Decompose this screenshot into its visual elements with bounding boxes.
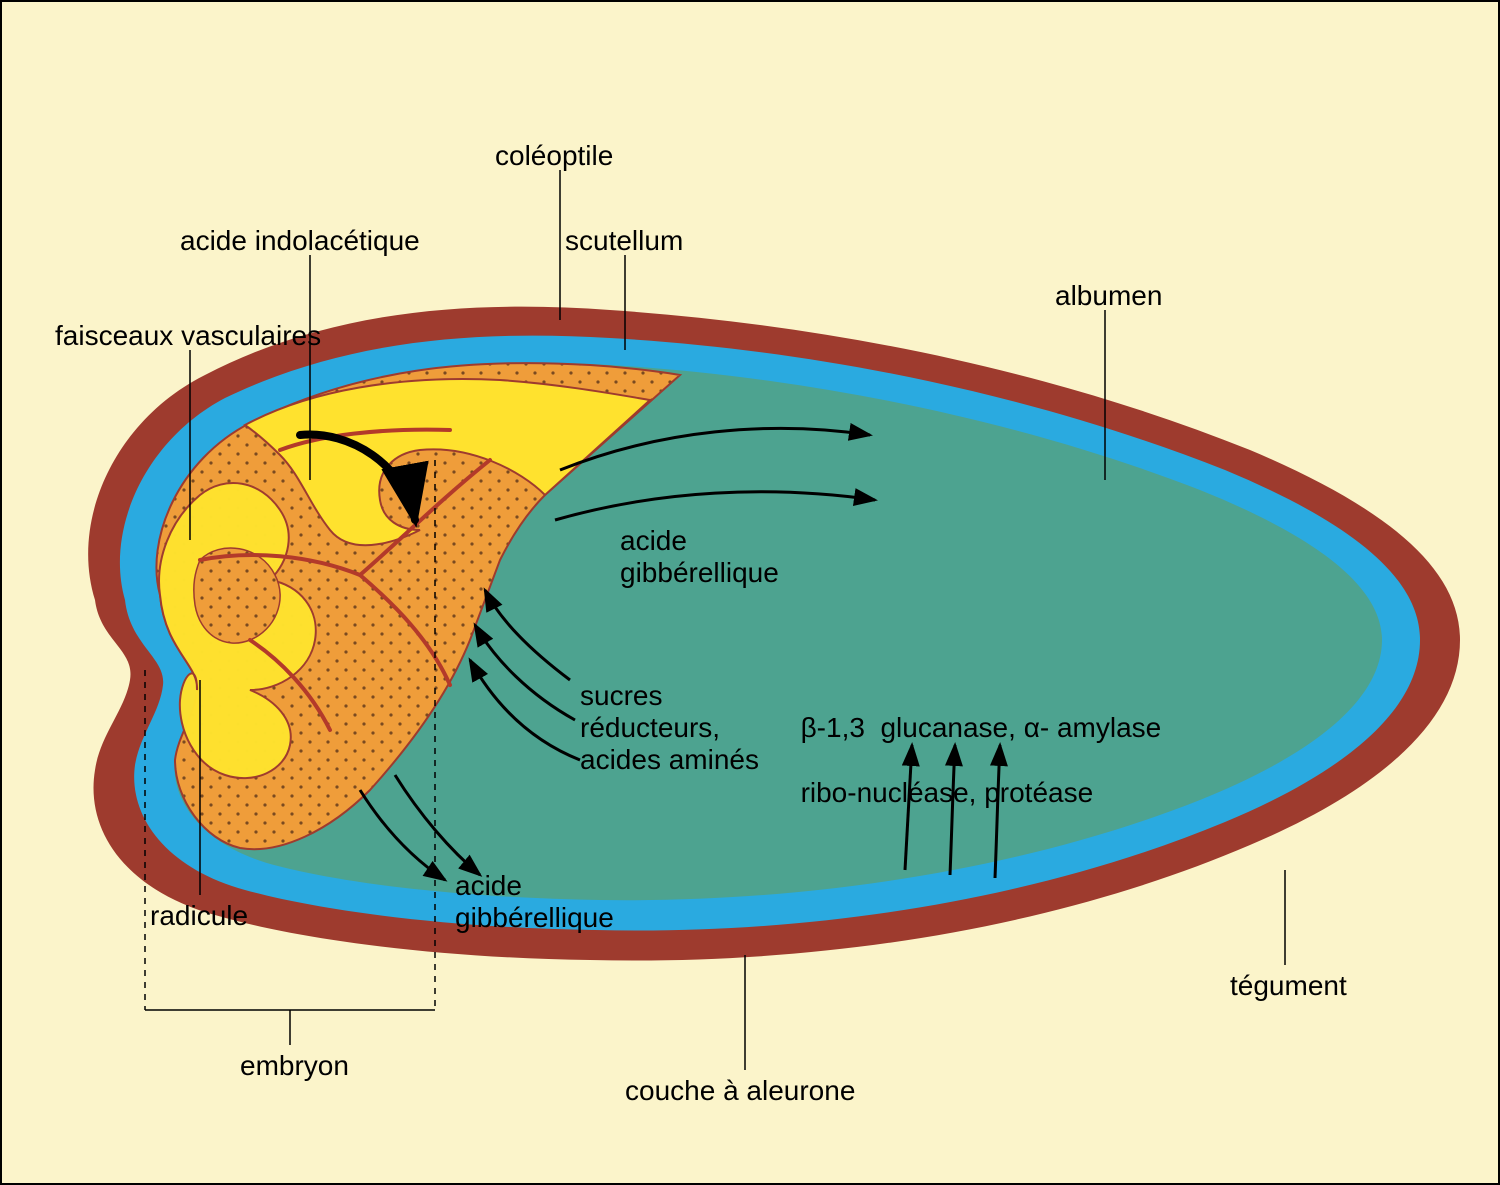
label-tegument: tégument <box>1230 970 1347 1002</box>
label-enzymes: β-1,3 glucanase, α- amylase ribo-nucléas… <box>785 680 1161 809</box>
label-acide-gibberellique-bottom: acide gibbérellique <box>455 870 614 934</box>
label-enzymes-line1: β-1,3 glucanase, α- amylase <box>801 712 1162 743</box>
label-sucres: sucres réducteurs, acides aminés <box>580 680 759 777</box>
label-scutellum: scutellum <box>565 225 683 257</box>
label-couche-aleurone: couche à aleurone <box>625 1075 855 1107</box>
label-coleoptile: coléoptile <box>495 140 613 172</box>
label-enzymes-line2: ribo-nucléase, protéase <box>801 777 1094 808</box>
label-radicule: radicule <box>150 900 248 932</box>
label-albumen: albumen <box>1055 280 1162 312</box>
label-faisceaux-vasculaires: faisceaux vasculaires <box>55 320 321 352</box>
label-embryon: embryon <box>240 1050 349 1082</box>
label-acide-indolacetique: acide indolacétique <box>180 225 420 257</box>
label-acide-gibberellique-top: acide gibbérellique <box>620 525 779 589</box>
seed-diagram <box>0 0 1500 1185</box>
